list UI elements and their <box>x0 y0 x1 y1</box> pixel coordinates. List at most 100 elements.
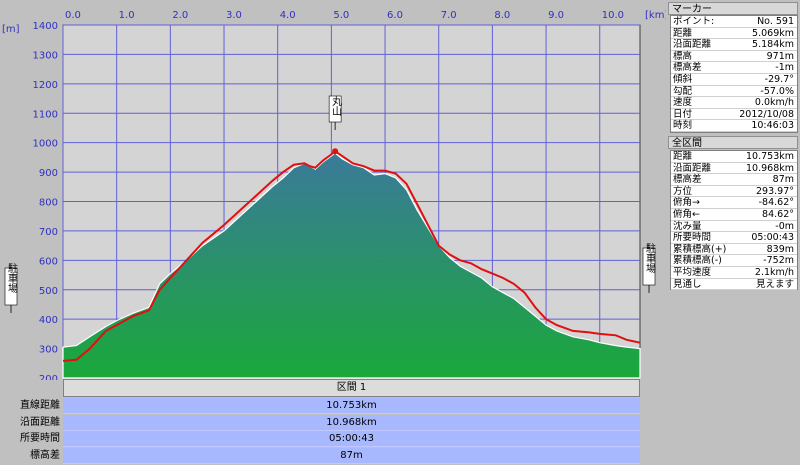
landmark-label-2: 駐車場 <box>642 242 656 293</box>
x-tick-label-1: 1.0 <box>119 10 135 21</box>
full_section-row-label: 沈み量 <box>673 220 702 232</box>
marker-row-label: 距離 <box>673 27 693 39</box>
full_section-row-label: 方位 <box>673 185 693 197</box>
terrain-area <box>62 152 641 379</box>
full_section-row-label: 平均速度 <box>673 266 712 278</box>
full_section-row: 見通し 見えます <box>671 279 797 291</box>
full_section-row-value: 87m <box>772 174 794 186</box>
full_section-row: 方位 293.97° <box>671 186 797 198</box>
x-tick-label-4: 4.0 <box>280 10 296 21</box>
section-stats-value: 05:00:43 <box>63 431 640 447</box>
full_section-row-value: 84.62° <box>762 208 794 220</box>
svg-text:駐車場: 駐車場 <box>644 242 656 274</box>
marker-row: 勾配 -57.0% <box>671 86 797 98</box>
full_section-row: 俯角→ -84.62° <box>671 197 797 209</box>
marker-row-label: 標高差 <box>673 62 702 74</box>
section-stats-label: 所要時間 <box>20 433 60 444</box>
section-stats-label: 沿面距離 <box>20 416 60 428</box>
marker-row-label: 勾配 <box>673 85 693 97</box>
full_section-row-value: 839m <box>766 243 794 255</box>
route-elevation-line <box>62 149 641 362</box>
y-tick-label-3: 500 <box>39 286 58 297</box>
x-tick-label-0: 0.0 <box>65 10 81 21</box>
full_section-row-value: 05:00:43 <box>751 232 794 244</box>
x-tick-label-10: 10.0 <box>602 10 624 21</box>
full_section-row-value: -84.62° <box>758 197 794 209</box>
full_section-row-label: 所要時間 <box>673 232 712 244</box>
section-stats-label: 標高差 <box>30 449 60 461</box>
marker-row: 標高 971m <box>671 51 797 63</box>
marker-row-label: ポイント: <box>673 16 715 27</box>
marker-row: 沿面距離 5.184km <box>671 39 797 51</box>
x-unit-label: [km] <box>645 10 666 21</box>
marker-row-label: 沿面距離 <box>673 39 712 51</box>
full_section-row-label: 累積標高(-) <box>673 255 722 267</box>
marker-row-value: 0.0km/h <box>754 97 794 109</box>
section-stats-label: 直線距離 <box>20 400 60 411</box>
full_section-row-label: 俯角→ <box>673 197 700 209</box>
marker-row-value: -29.7° <box>764 73 794 85</box>
landmark-label-1: 丸山 <box>328 95 342 130</box>
marker-row-value: 971m <box>766 50 794 62</box>
section-stats-row: 直線距離 10.753km <box>0 398 641 414</box>
section-stats-table: 直線距離 10.753km 沿面距離 10.968km 所要時間 05:00:43 標高差 8… <box>0 398 641 465</box>
y-tick-label-5: 700 <box>39 227 58 238</box>
full_section-row: 累積標高(+) 839m <box>671 244 797 256</box>
full_section-row-label: 見通し <box>673 278 702 290</box>
y-unit-label: [m] <box>2 24 20 35</box>
full_section-row: 所要時間 05:00:43 <box>671 232 797 244</box>
full_section-row-label: 標高差 <box>673 174 702 186</box>
marker-row-label: 標高 <box>673 50 693 62</box>
svg-text:駐車場: 駐車場 <box>6 262 18 294</box>
marker-row-label: 時刻 <box>673 120 693 132</box>
marker-row: 日付 2012/10/08 <box>671 109 797 121</box>
x-tick-label-3: 3.0 <box>226 10 242 21</box>
marker-row: 距離 5.069km <box>671 28 797 40</box>
section-stats-value: 10.968km <box>63 414 640 431</box>
section-stats-row: 沿面距離 10.968km <box>0 414 641 431</box>
marker-row: 時刻 10:46:03 <box>671 120 797 132</box>
marker-row-value: 5.184km <box>752 39 794 51</box>
elevation-profile-chart[interactable]: 0.0 1.0 2.0 3.0 4.0 5.0 6.0 7.0 8.0 9.0 10.0 200 300… <box>0 0 666 380</box>
x-tick-label-2: 2.0 <box>172 10 188 21</box>
full-section-info-table: 距離 10.753km 沿面距離 10.968km 標高差 87m 方位 293.97° 俯角→… <box>670 150 798 291</box>
x-tick-label-6: 6.0 <box>387 10 403 21</box>
full_section-row-value: 2.1km/h <box>754 266 794 278</box>
section-bar[interactable]: 区間 1 <box>63 379 640 397</box>
full_section-row: 沈み量 -0m <box>671 221 797 233</box>
y-tick-label-8: 1000 <box>33 139 58 150</box>
marker-row: ポイント: No. 591 <box>671 16 797 28</box>
landmark-label-0: 駐車場 <box>4 262 18 313</box>
x-tick-label-8: 8.0 <box>494 10 510 21</box>
full_section-row-label: 沿面距離 <box>673 162 712 174</box>
full-section-panel-title: 全区間 <box>668 136 798 149</box>
full_section-row: 平均速度 2.1km/h <box>671 267 797 279</box>
full_section-row-value: 293.97° <box>756 185 794 197</box>
y-tick-label-1: 300 <box>39 345 58 356</box>
full_section-row: 距離 10.753km <box>671 151 797 163</box>
full_section-row-value: -752m <box>763 255 794 267</box>
x-tick-label-9: 9.0 <box>548 10 564 21</box>
y-tick-label-7: 900 <box>39 168 58 179</box>
y-tick-label-12: 1400 <box>33 21 58 32</box>
marker-row-value: 2012/10/08 <box>739 108 794 120</box>
full_section-row-value: -0m <box>775 220 794 232</box>
marker-row: 傾斜 -29.7° <box>671 74 797 86</box>
marker-info-table: ポイント: No. 591 距離 5.069km 沿面距離 5.184km 標高 971m 標高… <box>670 15 798 133</box>
full_section-row-value: 10.753km <box>746 151 794 162</box>
section-stats-row: 所要時間 05:00:43 <box>0 431 641 447</box>
x-tick-label-7: 7.0 <box>441 10 457 21</box>
marker-row-value: 10:46:03 <box>751 120 794 132</box>
full_section-row-value: 10.968km <box>746 162 794 174</box>
y-tick-label-6: 800 <box>39 198 58 209</box>
info-side-panel: マーカー ポイント: No. 591 距離 5.069km 沿面距離 5.184km 標高 9… <box>666 0 800 465</box>
marker-row-value: 5.069km <box>752 27 794 39</box>
section-stats-value: 10.753km <box>63 398 640 414</box>
y-tick-label-4: 600 <box>39 256 58 267</box>
marker-row-value: No. 591 <box>757 16 794 27</box>
full_section-row-label: 俯角← <box>673 208 700 220</box>
svg-text:丸山: 丸山 <box>330 95 342 116</box>
full_section-row: 俯角← 84.62° <box>671 209 797 221</box>
x-tick-label-5: 5.0 <box>333 10 349 21</box>
